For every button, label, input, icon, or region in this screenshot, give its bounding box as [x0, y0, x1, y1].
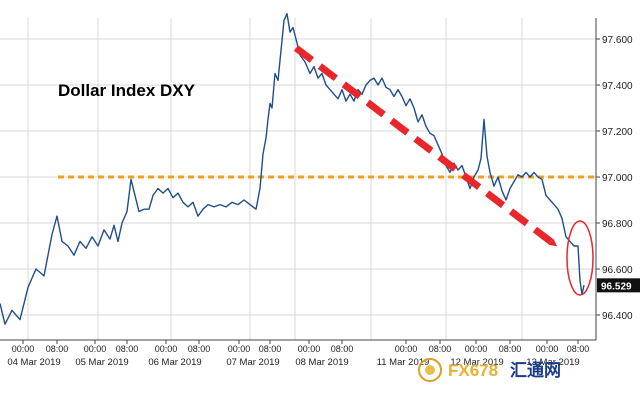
watermark-logo-icon: [418, 358, 442, 382]
series-line: [0, 13, 585, 325]
x-time-tick-label: 00:00: [84, 344, 107, 354]
x-date-tick-label: 13 Mar 2019: [526, 357, 579, 368]
x-date-tick-label: 05 Mar 2019: [75, 357, 128, 368]
x-time-tick-label: 00:00: [536, 344, 559, 354]
x-time-tick-label: 00:00: [12, 344, 35, 354]
gridlines: [0, 18, 596, 340]
watermark-logo-suffix: 汇通网: [510, 361, 561, 380]
x-time-tick-label: 08:00: [331, 344, 354, 354]
watermark-logo-text: FX678: [448, 361, 498, 380]
trend-arrow: [293, 45, 558, 247]
x-time-tick-label: 08:00: [188, 344, 211, 354]
x-time-tick-label: 08:00: [429, 344, 452, 354]
x-axis-date-ticks: 04 Mar 2019 05 Mar 2019 06 Mar 2019 07 Mar …: [7, 357, 579, 368]
x-time-tick-label: 00:00: [465, 344, 488, 354]
y-tick-label: 97.000: [602, 173, 633, 184]
y-tick-label: 96.400: [602, 311, 633, 322]
x-date-tick-label: 06 Mar 2019: [148, 357, 201, 368]
y-tick-label: 96.800: [602, 219, 633, 230]
x-date-tick-label: 07 Mar 2019: [226, 357, 279, 368]
x-date-tick-label: 04 Mar 2019: [7, 357, 60, 368]
chart-title: Dollar Index DXY: [58, 81, 196, 100]
last-value-marker: 96.529: [597, 278, 640, 293]
x-time-tick-label: 08:00: [567, 344, 590, 354]
watermark: FX678 汇通网: [418, 358, 561, 382]
y-tick-label: 97.600: [602, 35, 633, 46]
x-date-tick-label: 08 Mar 2019: [295, 357, 348, 368]
y-axis-ticks: 96.400 96.600 96.800 97.000 97.200 97.400 97.6…: [596, 35, 633, 322]
x-time-tick-label: 00:00: [155, 344, 178, 354]
x-time-tick-label: 08:00: [116, 344, 139, 354]
x-axis-time-ticks: 00:00 08:00 00:00 08:00 00:00 08:00 00:00 08:00…: [12, 340, 590, 354]
x-date-tick-label: 12 Mar 2019: [450, 357, 503, 368]
y-tick-label: 97.200: [602, 127, 633, 138]
x-time-tick-label: 00:00: [298, 344, 321, 354]
y-tick-label: 96.600: [602, 265, 633, 276]
y-tick-label: 97.400: [602, 81, 633, 92]
x-time-tick-label: 08:00: [499, 344, 522, 354]
watermark-logo-core-icon: [425, 365, 435, 375]
last-value-badge: [597, 278, 640, 293]
x-time-tick-label: 00:00: [228, 344, 251, 354]
x-time-tick-label: 08:00: [46, 344, 69, 354]
x-time-tick-label: 00:00: [395, 344, 418, 354]
x-date-tick-label: 11 Mar 2019: [377, 357, 430, 368]
highlight-ellipse: [566, 220, 594, 296]
x-time-tick-label: 08:00: [259, 344, 282, 354]
last-value-label: 96.529: [601, 281, 632, 292]
